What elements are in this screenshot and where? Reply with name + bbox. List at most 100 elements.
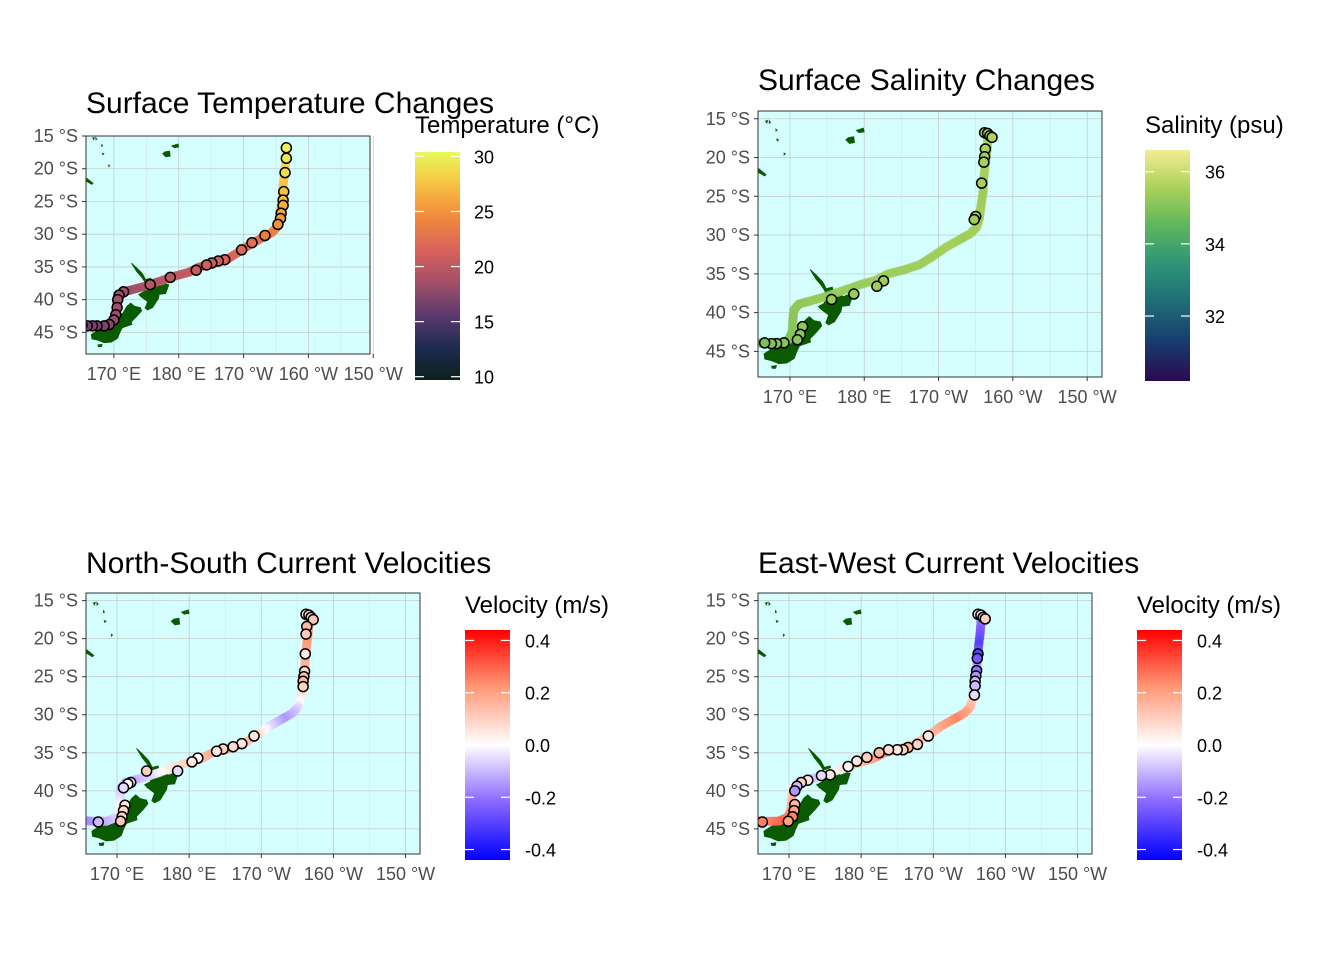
data-point bbox=[851, 755, 863, 767]
panel-title: East-West Current Velocities bbox=[758, 547, 1139, 580]
legend: Salinity (psu) 32 34 36 bbox=[1145, 112, 1284, 381]
colorbar-tick-label: 0.0 bbox=[1197, 736, 1222, 756]
data-point bbox=[871, 280, 883, 293]
grid bbox=[86, 135, 374, 354]
track-point bbox=[686, 813, 695, 822]
data-point bbox=[922, 730, 934, 742]
track-point bbox=[86, 816, 91, 826]
y-tick-label: 20 °S bbox=[34, 629, 78, 649]
data-point bbox=[235, 244, 248, 256]
track-point bbox=[15, 318, 24, 327]
y-tick-label: 25 °S bbox=[706, 186, 750, 206]
y-axis: 15 °S 20 °S 25 °S 30 °S 35 °S 40 °S 45 °S bbox=[34, 126, 86, 342]
y-tick-label: 30 °S bbox=[706, 225, 750, 245]
y-tick-label: 15 °S bbox=[706, 591, 750, 611]
y-tick-label: 30 °S bbox=[34, 224, 78, 244]
colorbar-tick-label: 36 bbox=[1205, 163, 1225, 183]
x-tick-label: 170 °E bbox=[90, 864, 144, 884]
x-tick-label: 170 °W bbox=[232, 864, 291, 884]
data-point bbox=[164, 271, 177, 284]
land-shape bbox=[775, 619, 779, 624]
track-point bbox=[680, 813, 689, 822]
data-point bbox=[92, 816, 105, 828]
track-point bbox=[682, 335, 691, 344]
data-point bbox=[825, 293, 838, 306]
legend-title: Temperature (°C) bbox=[415, 112, 599, 139]
land-shape bbox=[162, 150, 171, 158]
track-point bbox=[691, 813, 700, 822]
colorbar-tick-label: 20 bbox=[474, 258, 494, 278]
land-shape bbox=[783, 152, 786, 156]
land-shape bbox=[92, 601, 96, 606]
track-point bbox=[23, 813, 32, 822]
data-point bbox=[248, 730, 260, 742]
x-tick-label: 170 °E bbox=[762, 864, 816, 884]
land-shape bbox=[103, 619, 107, 624]
plot-border bbox=[757, 592, 1093, 855]
track-point bbox=[12, 813, 21, 822]
data-point bbox=[789, 785, 801, 797]
track-point bbox=[684, 335, 693, 344]
track-point bbox=[684, 813, 693, 822]
land-shape bbox=[776, 138, 780, 142]
track-point bbox=[19, 318, 28, 327]
x-tick-label: 180 °E bbox=[834, 864, 888, 884]
panel-title: Surface Temperature Changes bbox=[86, 87, 494, 120]
data-point bbox=[986, 131, 998, 144]
data-point bbox=[144, 278, 156, 291]
track-point bbox=[18, 318, 27, 327]
grid bbox=[758, 593, 1092, 854]
land-shape bbox=[97, 343, 103, 348]
data-point bbox=[815, 769, 828, 782]
plot-border bbox=[757, 110, 1103, 378]
data-point bbox=[758, 337, 771, 349]
y-axis: 15 °S 20 °S 25 °S 30 °S 35 °S 40 °S 45 °S bbox=[34, 591, 86, 839]
land-shape bbox=[92, 136, 95, 141]
land-shape bbox=[768, 601, 771, 606]
panel-ew-velocity: East-West Current Velocities 15 °S 20 °S 2… bbox=[680, 547, 1281, 884]
x-tick-label: 150 °W bbox=[344, 364, 403, 384]
track-point bbox=[21, 318, 30, 327]
data-point bbox=[979, 613, 991, 625]
y-tick-label: 20 °S bbox=[706, 148, 750, 168]
y-tick-label: 15 °S bbox=[34, 591, 78, 611]
track-point bbox=[696, 813, 705, 822]
legend: Velocity (m/s) -0.4 -0.2 0.0 0.2 0.4 bbox=[465, 592, 609, 861]
data-point bbox=[272, 218, 284, 231]
colorbar-tick-label: -0.2 bbox=[525, 788, 556, 808]
y-tick-label: 25 °S bbox=[706, 667, 750, 687]
y-tick-label: 25 °S bbox=[34, 191, 78, 211]
y-tick-label: 30 °S bbox=[706, 705, 750, 725]
data-point bbox=[246, 236, 258, 249]
plot-border bbox=[85, 592, 421, 855]
data-point bbox=[842, 760, 854, 773]
track-point bbox=[696, 335, 705, 344]
data-point bbox=[911, 738, 924, 751]
y-tick-label: 45 °S bbox=[34, 322, 78, 342]
y-tick-label: 45 °S bbox=[706, 819, 750, 839]
data-point bbox=[300, 628, 312, 640]
track-point bbox=[679, 335, 688, 344]
x-tick-label: 160 °W bbox=[304, 864, 363, 884]
track-point bbox=[24, 813, 33, 822]
colorbar-tick-label: 0.4 bbox=[525, 631, 550, 651]
legend: Temperature (°C) 10 15 20 25 30 bbox=[415, 112, 599, 388]
y-tick-label: 15 °S bbox=[706, 109, 750, 129]
data-point bbox=[299, 648, 312, 660]
x-tick-label: 180 °E bbox=[152, 364, 206, 384]
track-point bbox=[11, 813, 20, 822]
data-point bbox=[791, 334, 804, 346]
track-point bbox=[14, 813, 23, 822]
y-tick-label: 35 °S bbox=[706, 264, 750, 284]
y-tick-label: 45 °S bbox=[34, 819, 78, 839]
panel-title: North-South Current Velocities bbox=[86, 547, 491, 580]
colorbar-tick-label: 0.0 bbox=[525, 736, 550, 756]
x-tick-label: 150 °W bbox=[1048, 864, 1107, 884]
land-shape bbox=[108, 164, 111, 168]
track-point bbox=[17, 318, 26, 327]
land-shape bbox=[768, 119, 772, 124]
x-tick-label: 160 °W bbox=[983, 387, 1042, 407]
data-point bbox=[861, 751, 873, 764]
data-point bbox=[190, 264, 202, 276]
